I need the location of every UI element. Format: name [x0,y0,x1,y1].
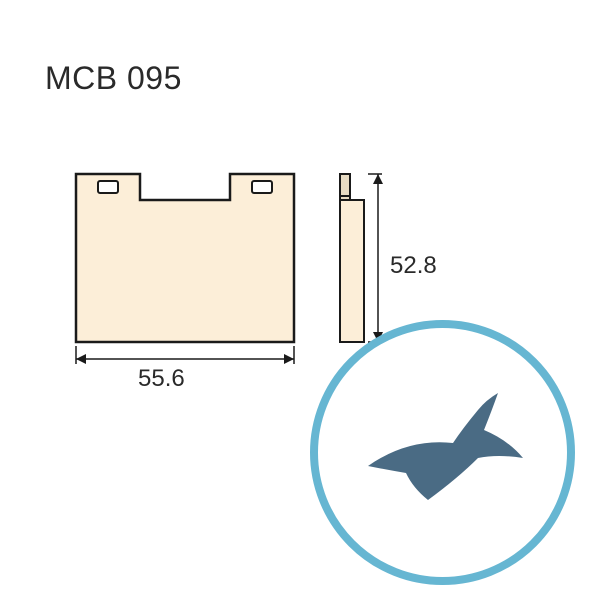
bird-icon [358,388,528,518]
dimension-width-value: 55.6 [138,365,185,393]
dimension-line-width [70,346,300,396]
product-code-title: MCB 095 [45,60,182,97]
dimension-height-value: 52.8 [390,252,437,280]
brake-pad-front-view [70,170,300,350]
brand-logo-circle [310,320,575,585]
diagram-canvas: MCB 095 55.6 52.8 [0,0,600,600]
brand-logo [310,320,575,585]
